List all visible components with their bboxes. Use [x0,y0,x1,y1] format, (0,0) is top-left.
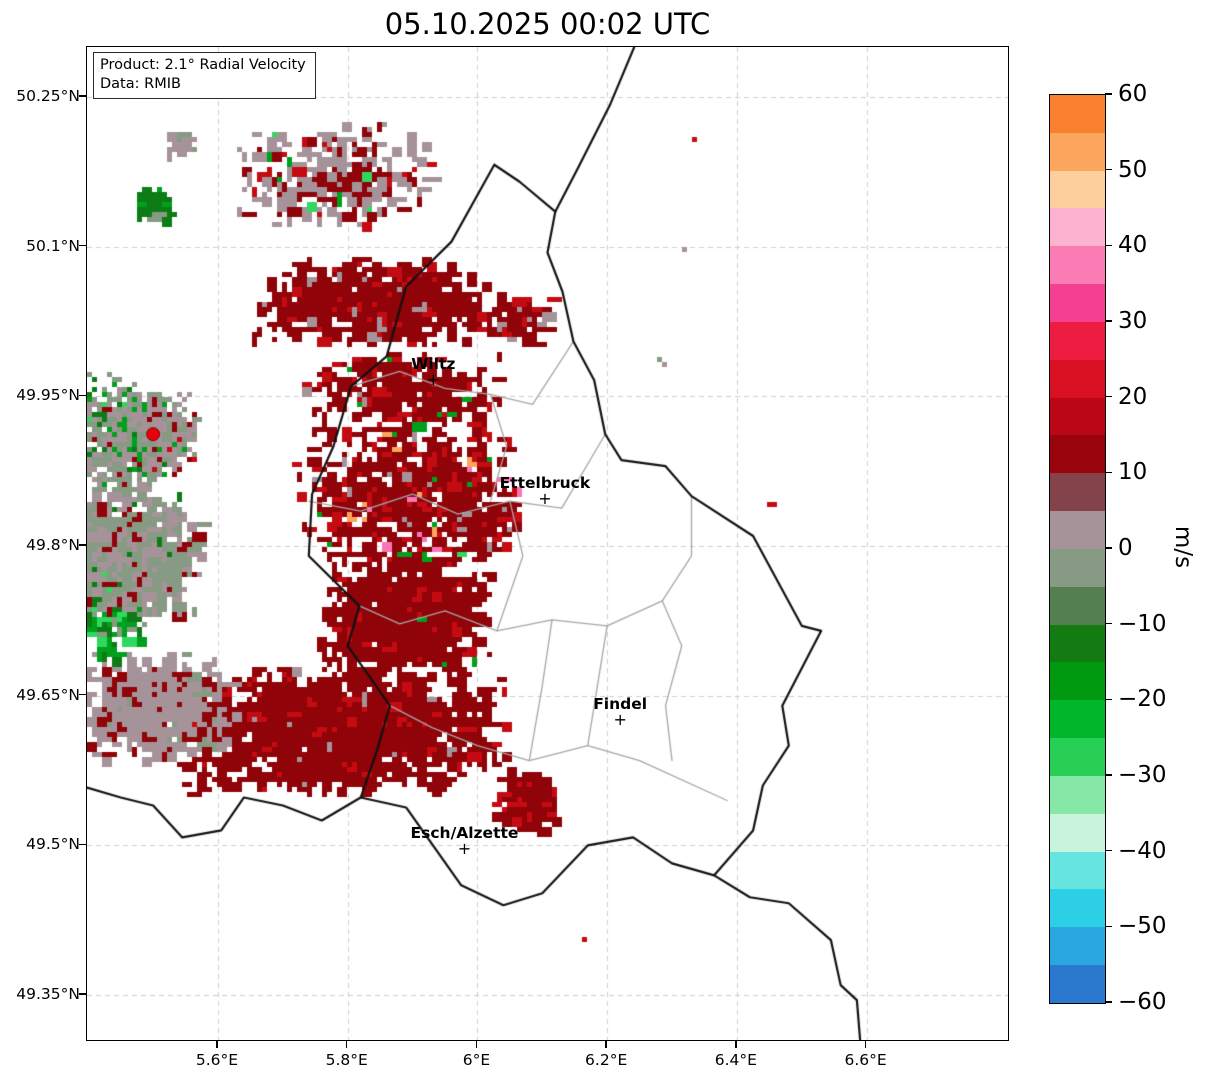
colorbar-band [1050,775,1105,814]
y-axis-tick-label: 49.65°N [16,685,80,704]
y-axis-tick-label: 49.5°N [26,835,80,854]
y-axis-tick-label: 49.35°N [16,985,80,1004]
x-axis-tick-label: 6.4°E [714,1051,757,1069]
colorbar-band [1050,586,1105,625]
colorbar-band [1050,132,1105,171]
colorbar-band [1050,95,1105,133]
y-axis-tick-label: 49.8°N [26,535,80,554]
colorbar-tick-label: 20 [1118,383,1148,410]
city-label: Esch/Alzette [410,824,519,843]
colorbar-tick-mark [1105,547,1112,549]
data-source-label: Data: RMIB [100,76,181,93]
city-marker-cross-icon: + [457,839,472,859]
colorbar-band [1050,662,1105,701]
colorbar-tick-mark [1105,849,1112,852]
colorbar-tick-label: −60 [1118,989,1167,1015]
x-axis-tick-mark [735,1041,737,1048]
colorbar-tick-mark [1105,320,1112,322]
colorbar-band [1050,511,1105,549]
page-title: 05.10.2025 00:02 UTC [384,7,711,41]
colorbar-unit-label: m/s [1170,525,1196,569]
colorbar-band [1050,738,1105,776]
product-info-box: Product: 2.1° Radial Velocity Data: RMIB [93,52,316,100]
y-axis-tick-mark [79,544,86,546]
x-axis-tick-label: 5.8°E [325,1051,368,1069]
y-axis-tick-mark [79,244,86,247]
city-label: Ettelbruck [499,474,591,493]
x-axis-tick-mark [475,1041,478,1048]
x-axis-tick-mark [216,1041,218,1048]
colorbar-tick-mark [1105,1001,1112,1003]
x-axis-tick-label: 6.2°E [585,1051,628,1069]
colorbar-tick-mark [1105,168,1112,171]
colorbar-tick-mark [1105,244,1112,247]
x-axis-tick-mark [864,1041,867,1048]
colorbar-tick-label: −20 [1118,686,1167,713]
y-axis-tick-mark [79,693,86,696]
colorbar-tick-mark [1105,622,1112,625]
colorbar-band [1050,473,1105,512]
colorbar-band [1050,284,1105,322]
city-label: Findel [593,694,648,713]
radar-velocity-canvas [87,47,1008,1040]
colorbar-tick-label: 50 [1118,156,1148,183]
x-axis-tick-mark [605,1041,607,1048]
colorbar-band [1050,208,1105,247]
colorbar-tick-label: 40 [1118,232,1148,259]
colorbar-tick-mark [1105,774,1112,776]
colorbar-tick-label: −10 [1118,610,1167,637]
colorbar-band [1050,889,1105,928]
colorbar-tick-label: 10 [1118,459,1148,486]
city-marker-cross-icon: + [426,370,441,390]
y-axis-tick-mark [79,993,86,995]
x-axis-tick-label: 6.6°E [844,1051,887,1069]
colorbar-band [1050,359,1105,398]
colorbar-band [1050,321,1105,360]
y-axis-tick-label: 49.95°N [16,386,80,405]
city-marker-cross-icon: + [538,489,552,509]
colorbar-band [1050,813,1105,852]
x-axis-tick-label: 5.6°E [195,1051,239,1069]
colorbar-band [1050,700,1105,739]
colorbar-tick-mark [1105,471,1112,474]
colorbar-band [1050,851,1105,890]
x-axis-tick-mark [346,1041,348,1048]
map-plot-area: Product: 2.1° Radial Velocity Data: RMIB… [86,46,1009,1041]
colorbar-tick-label: −30 [1118,762,1167,788]
city-marker-cross-icon: + [613,709,627,729]
colorbar-tick-label: 30 [1118,308,1148,334]
colorbar-band [1050,246,1105,285]
colorbar-band [1050,965,1105,1003]
y-axis-tick-mark [79,95,86,97]
colorbar-tick-label: −40 [1118,837,1167,864]
colorbar-tick-label: −50 [1118,913,1167,940]
colorbar-tick-mark [1105,698,1112,701]
y-axis-tick-label: 50.25°N [16,86,80,105]
colorbar-tick-mark [1105,93,1112,95]
y-axis-tick-mark [79,394,86,396]
colorbar-tick-mark [1105,395,1112,398]
colorbar-band [1050,624,1105,663]
colorbar-band [1050,927,1105,966]
colorbar-band [1050,397,1105,436]
city-label: Wiltz [411,355,456,374]
colorbar-tick-label: 0 [1118,535,1133,561]
x-axis-tick-label: 6°E [462,1051,491,1069]
colorbar-band [1050,170,1105,209]
colorbar-band [1050,435,1105,474]
y-axis-tick-mark [79,843,86,846]
y-axis-tick-label: 50.1°N [26,236,80,255]
colorbar-tick-mark [1105,925,1112,928]
colorbar [1049,94,1106,1004]
product-label: Product: 2.1° Radial Velocity [100,57,306,73]
colorbar-band [1050,548,1105,587]
colorbar-tick-label: 60 [1118,81,1148,107]
